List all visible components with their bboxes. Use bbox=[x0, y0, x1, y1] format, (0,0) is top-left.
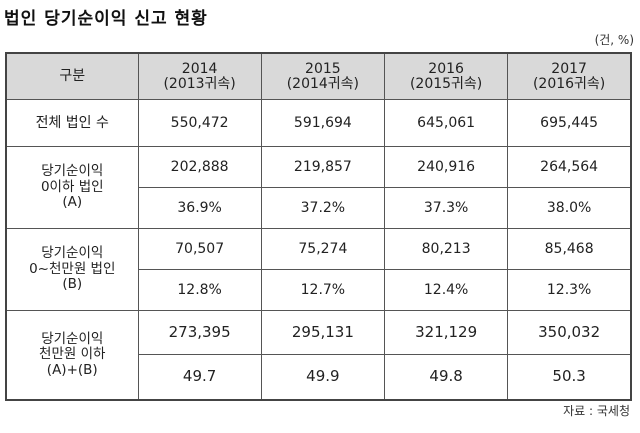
cell: 38.0% bbox=[507, 187, 632, 229]
cell: 12.7% bbox=[260, 269, 386, 311]
table-row-total: 전체 법인 수 550,472 591,694 645,061 695,445 bbox=[5, 99, 632, 147]
row-label: 전체 법인 수 bbox=[5, 99, 139, 147]
header-row: 구분 2014 (2013귀속) 2015 (2014귀속) 2016 (2015귀속… bbox=[5, 52, 632, 100]
row-label: 당기순이익 0~천만원 법인 (B) bbox=[5, 228, 139, 311]
cell: 36.9% bbox=[137, 187, 262, 229]
cell: 321,129 bbox=[383, 310, 509, 355]
cell: 645,061 bbox=[383, 99, 509, 147]
cell: 85,468 bbox=[507, 228, 632, 270]
cell: 49.8 bbox=[383, 354, 509, 401]
table-row-a-count: 당기순이익 0이하 법인 (A) 202,888 219,857 240,916 2… bbox=[5, 146, 632, 229]
cell: 75,274 bbox=[260, 228, 386, 270]
cell: 12.3% bbox=[507, 269, 632, 311]
cell: 49.7 bbox=[137, 354, 262, 401]
cell: 37.3% bbox=[383, 187, 509, 229]
cell: 350,032 bbox=[507, 310, 632, 355]
header-category: 구분 bbox=[5, 52, 139, 100]
cell: 50.3 bbox=[507, 354, 632, 401]
cell: 273,395 bbox=[137, 310, 262, 355]
header-year: 2014 (2013귀속) bbox=[137, 52, 262, 100]
table-row-b-ratio: 12.8% 12.7% 12.4% 12.3% bbox=[6, 269, 632, 311]
cell: 550,472 bbox=[137, 99, 262, 147]
cell: 219,857 bbox=[260, 146, 386, 188]
cell: 202,888 bbox=[137, 146, 262, 188]
table-row-b-count: 당기순이익 0~천만원 법인 (B) 70,507 75,274 80,213 85… bbox=[5, 228, 632, 311]
cell: 37.2% bbox=[260, 187, 386, 229]
table-row-ab-ratio: 49.7 49.9 49.8 50.3 bbox=[6, 354, 632, 401]
cell: 70,507 bbox=[137, 228, 262, 270]
row-label: 당기순이익 0이하 법인 (A) bbox=[5, 146, 139, 229]
source-note: 자료 : 국세청 bbox=[563, 404, 630, 418]
cell: 695,445 bbox=[507, 99, 632, 147]
cell: 49.9 bbox=[260, 354, 386, 401]
data-table: 구분 2014 (2013귀속) 2015 (2014귀속) 2016 (2015귀속… bbox=[5, 52, 632, 401]
cell: 591,694 bbox=[260, 99, 386, 147]
cell: 12.8% bbox=[137, 269, 262, 311]
header-year: 2015 (2014귀속) bbox=[260, 52, 386, 100]
cell: 12.4% bbox=[383, 269, 509, 311]
table-row-ab-count: 당기순이익 천만원 이하 (A)+(B) 273,395 295,131 321,1… bbox=[5, 310, 632, 401]
cell: 295,131 bbox=[260, 310, 386, 355]
page-title: 법인 당기순이익 신고 현황 bbox=[4, 9, 208, 29]
cell: 264,564 bbox=[507, 146, 632, 188]
header-year: 2017 (2016귀속) bbox=[507, 52, 632, 100]
header-year: 2016 (2015귀속) bbox=[383, 52, 509, 100]
row-label: 당기순이익 천만원 이하 (A)+(B) bbox=[5, 310, 139, 401]
cell: 240,916 bbox=[383, 146, 509, 188]
table-row-a-ratio: 36.9% 37.2% 37.3% 38.0% bbox=[6, 187, 632, 229]
unit-label: (건, %) bbox=[594, 33, 634, 47]
cell: 80,213 bbox=[383, 228, 509, 270]
